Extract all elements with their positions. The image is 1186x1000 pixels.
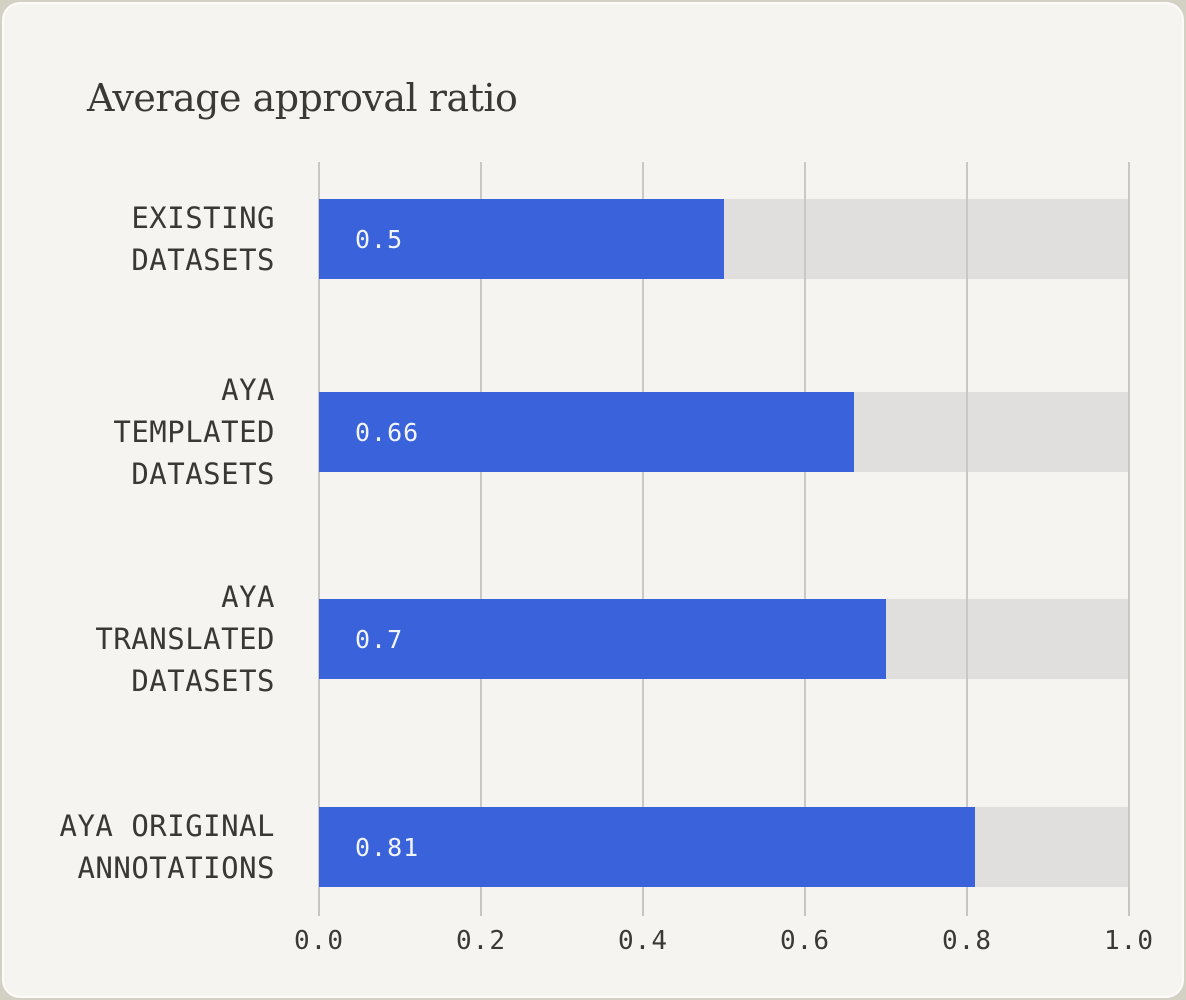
bar: 0.66 [319, 392, 854, 472]
gridline [966, 162, 968, 888]
bar: 0.81 [319, 807, 976, 887]
x-axis-tick [480, 888, 482, 916]
category-label-line: DATASETS [131, 243, 275, 277]
category-label-line: TRANSLATED [95, 622, 275, 656]
category-label-2: AYA TRANSLATED DATASETS [4, 576, 275, 702]
category-label-line: TEMPLATED [113, 415, 275, 449]
category-axis: EXISTING DATASETS AYA TEMPLATED DATASETS AYA T… [4, 4, 275, 996]
bar-row-0: 0.5 [319, 199, 1129, 279]
plot-area: 0.0 0.2 0.4 0.6 0.8 1.0 0.5 0.66 0.7 0.81 [294, 162, 1153, 956]
bar-value-label: 0.7 [355, 624, 404, 654]
x-axis-tick [804, 888, 806, 916]
x-axis-tick [318, 888, 320, 916]
x-axis-tick-label: 0.6 [780, 926, 830, 956]
x-axis-tick [1128, 888, 1130, 916]
bar-row-3: 0.81 [319, 807, 1129, 887]
x-axis-tick-label: 1.0 [1104, 926, 1154, 956]
chart-title: Average approval ratio [87, 76, 518, 120]
gridline [480, 162, 482, 888]
bar-value-label: 0.5 [355, 224, 404, 254]
x-axis-tick-label: 0.8 [942, 926, 992, 956]
category-label-line: DATASETS [131, 664, 275, 698]
category-label-1: AYA TEMPLATED DATASETS [4, 369, 275, 495]
gridline [318, 162, 320, 888]
category-label-line: EXISTING [131, 201, 275, 235]
bar: 0.7 [319, 599, 886, 679]
bar-value-label: 0.81 [355, 832, 420, 862]
bar-row-2: 0.7 [319, 599, 1129, 679]
x-axis-tick [966, 888, 968, 916]
bar: 0.5 [319, 199, 724, 279]
category-label-3: AYA ORIGINAL ANNOTATIONS [4, 805, 275, 889]
category-label-line: AYA ORIGINAL [59, 809, 275, 843]
gridline [1128, 162, 1130, 888]
x-axis-tick-label: 0.2 [456, 926, 506, 956]
gridline [642, 162, 644, 888]
category-label-line: ANNOTATIONS [77, 851, 275, 885]
x-axis-tick-label: 0.4 [618, 926, 668, 956]
category-label-line: AYA [221, 580, 275, 614]
bar-value-label: 0.66 [355, 417, 420, 447]
bar-row-1: 0.66 [319, 392, 1129, 472]
category-label-0: EXISTING DATASETS [4, 197, 275, 281]
x-axis-tick-label: 0.0 [294, 926, 344, 956]
category-label-line: DATASETS [131, 457, 275, 491]
x-axis-tick [642, 888, 644, 916]
category-label-line: AYA [221, 373, 275, 407]
gridline [804, 162, 806, 888]
